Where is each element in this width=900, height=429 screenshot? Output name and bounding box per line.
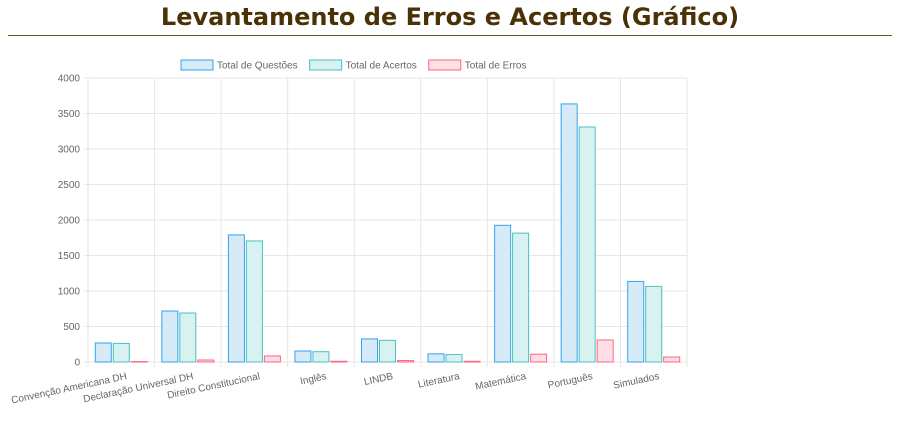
- legend-label: Total de Questões: [217, 61, 298, 72]
- x-tick-label: Literatura: [417, 371, 461, 391]
- bar-2: [330, 360, 348, 363]
- y-tick-label: 4000: [58, 74, 81, 85]
- legend-swatch: [180, 59, 214, 71]
- y-tick-label: 2000: [58, 216, 81, 227]
- bar-0: [427, 353, 445, 363]
- y-tick-label: 0: [74, 358, 80, 369]
- bar-2: [663, 356, 681, 363]
- page-title: Levantamento de Erros e Acertos (Gráfico…: [160, 3, 740, 31]
- bar-0: [94, 342, 112, 363]
- bar-0: [560, 103, 578, 363]
- legend-swatch: [309, 59, 343, 71]
- x-tick-label: LINDB: [363, 371, 394, 388]
- bar-0: [294, 350, 312, 363]
- bar-2: [263, 355, 281, 363]
- bar-0: [494, 224, 512, 363]
- title-divider: [8, 35, 892, 36]
- bar-2: [530, 353, 548, 363]
- bar-0: [627, 280, 645, 363]
- y-tick-label: 2500: [58, 180, 81, 191]
- y-tick-label: 3000: [58, 145, 81, 156]
- legend-label: Total de Acertos: [346, 61, 417, 72]
- legend-label: Total de Erros: [465, 61, 527, 72]
- bar-2: [596, 339, 614, 363]
- y-tick-label: 500: [63, 322, 80, 333]
- bar-0: [361, 338, 378, 363]
- bar-0: [227, 234, 245, 363]
- bar-1: [312, 351, 330, 363]
- bar-1: [379, 339, 396, 363]
- bar-2: [397, 360, 414, 363]
- y-tick-label: 1500: [58, 251, 81, 262]
- bar-1: [112, 342, 130, 363]
- x-tick-label: Simulados: [612, 371, 660, 391]
- bar-1: [245, 240, 263, 363]
- bar-1: [578, 126, 596, 363]
- legend-swatch: [428, 59, 462, 71]
- x-tick-label: Português: [547, 371, 594, 391]
- x-tick-label: Inglês: [299, 371, 327, 387]
- bar-1: [445, 354, 463, 363]
- bar-1: [645, 285, 663, 363]
- x-tick-label: Matemática: [474, 371, 527, 393]
- bar-2: [463, 360, 481, 363]
- bar-0: [161, 310, 179, 363]
- bar-2: [197, 359, 215, 363]
- y-tick-label: 3500: [58, 109, 81, 120]
- bar-1: [179, 312, 197, 363]
- y-tick-label: 1000: [58, 287, 81, 298]
- bar-1: [512, 232, 530, 363]
